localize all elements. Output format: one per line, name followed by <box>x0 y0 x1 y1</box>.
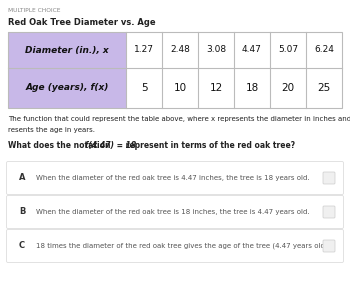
Text: When the diameter of the red oak tree is 18 inches, the tree is 4.47 years old.: When the diameter of the red oak tree is… <box>36 209 310 215</box>
Bar <box>8 68 126 108</box>
Text: Red Oak Tree Diameter vs. Age: Red Oak Tree Diameter vs. Age <box>8 18 156 27</box>
Text: A: A <box>19 173 25 182</box>
Text: When the diameter of the red oak tree is 4.47 inches, the tree is 18 years old.: When the diameter of the red oak tree is… <box>36 175 310 181</box>
Bar <box>8 32 126 68</box>
Text: 5: 5 <box>141 83 147 93</box>
Text: What does the notation: What does the notation <box>8 141 113 150</box>
Text: The function that could represent the table above, where x represents the diamet: The function that could represent the ta… <box>8 116 350 123</box>
Text: 2.48: 2.48 <box>170 45 190 54</box>
Text: 25: 25 <box>317 83 331 93</box>
Text: 5.07: 5.07 <box>278 45 298 54</box>
Text: 10: 10 <box>174 83 187 93</box>
Text: 20: 20 <box>281 83 295 93</box>
FancyBboxPatch shape <box>323 206 335 218</box>
Text: represent in terms of the red oak tree?: represent in terms of the red oak tree? <box>123 141 295 150</box>
FancyBboxPatch shape <box>7 230 343 262</box>
Text: Diameter (in.), x: Diameter (in.), x <box>25 45 109 54</box>
Text: resents the age in years.: resents the age in years. <box>8 127 95 133</box>
Text: B: B <box>19 207 25 217</box>
Text: Age (years), f(x): Age (years), f(x) <box>25 84 109 93</box>
Text: MULTIPLE CHOICE: MULTIPLE CHOICE <box>8 8 61 13</box>
FancyBboxPatch shape <box>323 172 335 184</box>
Text: 3.08: 3.08 <box>206 45 226 54</box>
Text: f(4.47) = 18: f(4.47) = 18 <box>85 141 136 150</box>
FancyBboxPatch shape <box>7 196 343 228</box>
Text: 18: 18 <box>245 83 259 93</box>
Text: 4.47: 4.47 <box>242 45 262 54</box>
Bar <box>8 32 342 108</box>
FancyBboxPatch shape <box>323 240 335 252</box>
Text: 1.27: 1.27 <box>134 45 154 54</box>
FancyBboxPatch shape <box>7 162 343 194</box>
Text: C: C <box>19 242 25 251</box>
Text: 6.24: 6.24 <box>314 45 334 54</box>
Text: 18 times the diameter of the red oak tree gives the age of the tree (4.47 years : 18 times the diameter of the red oak tre… <box>36 243 330 249</box>
Text: 12: 12 <box>209 83 223 93</box>
